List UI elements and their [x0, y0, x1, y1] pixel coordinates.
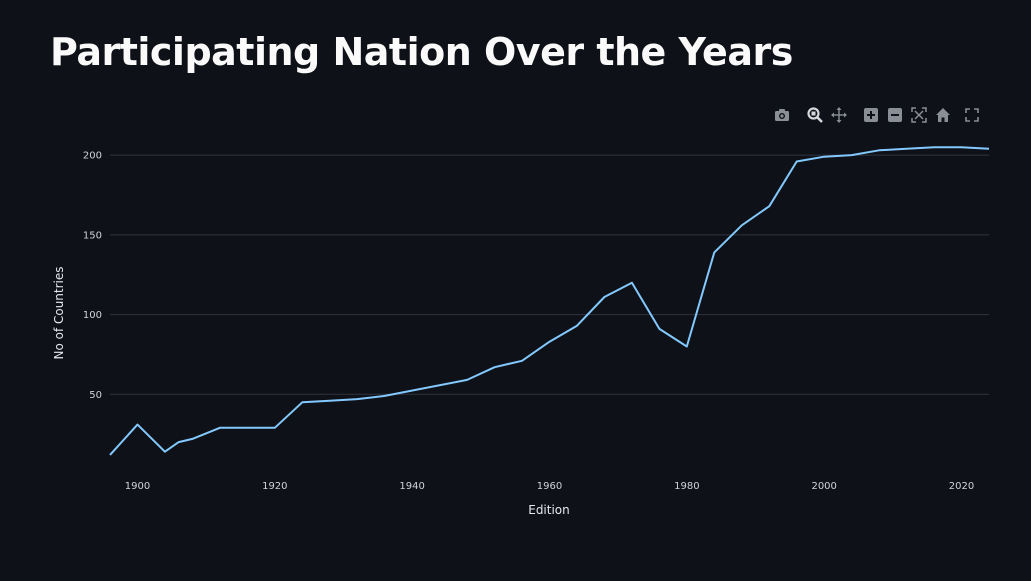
- zoom-out-icon[interactable]: [885, 105, 905, 125]
- x-tick-label: 2000: [811, 481, 836, 492]
- zoom-in-icon[interactable]: [861, 105, 881, 125]
- x-tick-label: 1920: [262, 481, 287, 492]
- pan-icon[interactable]: [829, 105, 849, 125]
- y-axis-ticks: 50 100 150 200: [83, 151, 102, 401]
- gridlines: [110, 154, 989, 395]
- x-tick-label: 1960: [537, 481, 562, 492]
- y-tick-label: 50: [89, 390, 102, 401]
- x-tick-label: 1940: [399, 481, 424, 492]
- fullscreen-icon[interactable]: [962, 105, 982, 125]
- x-tick-label: 1900: [125, 481, 150, 492]
- autoscale-icon[interactable]: [909, 105, 929, 125]
- page-title: Participating Nation Over the Years: [50, 30, 793, 74]
- x-axis-ticks: 1900 1920 1940 1960 1980 2000 2020: [125, 481, 975, 492]
- x-axis-title: Edition: [528, 503, 570, 517]
- x-tick-label: 2020: [949, 481, 974, 492]
- y-tick-label: 200: [83, 151, 102, 162]
- x-tick-label: 1980: [674, 481, 699, 492]
- y-tick-label: 100: [83, 310, 102, 321]
- y-tick-label: 150: [83, 230, 102, 241]
- y-axis-title: No of Countries: [52, 266, 66, 359]
- series-line[interactable]: [109, 146, 990, 456]
- zoom-icon[interactable]: [805, 105, 825, 125]
- chart-modebar: [772, 105, 987, 125]
- camera-icon[interactable]: [772, 105, 792, 125]
- home-icon[interactable]: [933, 105, 953, 125]
